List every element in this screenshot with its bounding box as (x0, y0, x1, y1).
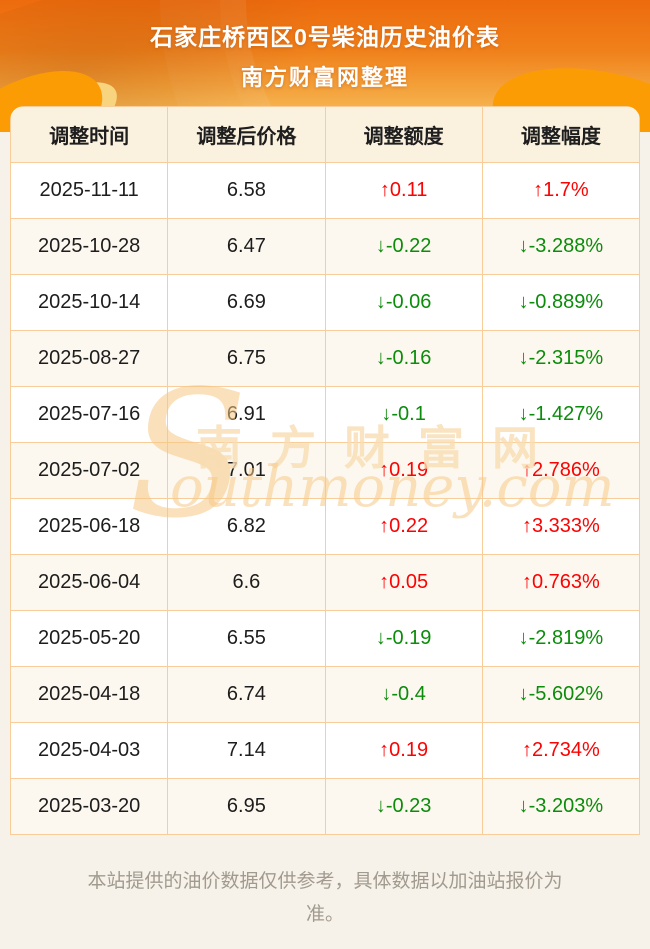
cell-price: 6.75 (167, 330, 326, 387)
page-title: 石家庄桥西区0号柴油历史油价表 (150, 24, 500, 50)
cell-change-amount: ↓-0.22 (324, 218, 483, 275)
cell-date: 2025-07-16 (10, 386, 169, 443)
column-header-2: 调整额度 (324, 106, 483, 163)
column-header-1: 调整后价格 (167, 106, 326, 163)
cell-date: 2025-06-04 (10, 554, 169, 611)
table-row: 2025-03-20 6.95 ↓-0.23 ↓-3.203% (10, 778, 640, 835)
table-row: 2025-06-18 6.82 ↑0.22 ↑3.333% (10, 498, 640, 555)
cell-change-amount: ↓-0.06 (324, 274, 483, 331)
table-header-row: 调整时间 调整后价格 调整额度 调整幅度 (10, 106, 640, 163)
cell-date: 2025-07-02 (10, 442, 169, 499)
table-row: 2025-10-28 6.47 ↓-0.22 ↓-3.288% (10, 218, 640, 275)
price-table: 调整时间 调整后价格 调整额度 调整幅度 2025-11-11 6.58 ↑0.11 ↑1.… (10, 106, 640, 835)
cell-date: 2025-10-14 (10, 274, 169, 331)
cell-change-rate: ↓-3.288% (481, 218, 640, 275)
cell-change-amount: ↑0.11 (324, 162, 483, 219)
cell-change-amount: ↑0.19 (324, 722, 483, 779)
cell-change-amount: ↓-0.19 (324, 610, 483, 667)
cell-date: 2025-04-18 (10, 666, 169, 723)
cell-price: 6.47 (167, 218, 326, 275)
table-row: 2025-04-18 6.74 ↓-0.4 ↓-5.602% (10, 666, 640, 723)
table-row: 2025-10-14 6.69 ↓-0.06 ↓-0.889% (10, 274, 640, 331)
price-history-table: 调整时间 调整后价格 调整额度 调整幅度 2025-11-11 6.58 ↑0.11 ↑1.… (10, 106, 640, 835)
cell-price: 7.01 (167, 442, 326, 499)
cell-price: 6.69 (167, 274, 326, 331)
column-header-0: 调整时间 (10, 106, 169, 163)
cell-change-rate: ↑2.786% (481, 442, 640, 499)
cell-change-rate: ↑3.333% (481, 498, 640, 555)
table-row: 2025-08-27 6.75 ↓-0.16 ↓-2.315% (10, 330, 640, 387)
cell-change-amount: ↑0.19 (324, 442, 483, 499)
cell-price: 6.6 (167, 554, 326, 611)
column-header-3: 调整幅度 (481, 106, 640, 163)
cell-change-rate: ↑2.734% (481, 722, 640, 779)
cell-change-rate: ↓-1.427% (481, 386, 640, 443)
cell-change-rate: ↓-5.602% (481, 666, 640, 723)
cell-change-rate: ↓-0.889% (481, 274, 640, 331)
cell-date: 2025-08-27 (10, 330, 169, 387)
cell-change-rate: ↑1.7% (481, 162, 640, 219)
cell-date: 2025-03-20 (10, 778, 169, 835)
cell-change-amount: ↑0.05 (324, 554, 483, 611)
cell-change-amount: ↓-0.16 (324, 330, 483, 387)
cell-price: 6.82 (167, 498, 326, 555)
cell-price: 6.58 (167, 162, 326, 219)
cell-price: 6.55 (167, 610, 326, 667)
cell-price: 7.14 (167, 722, 326, 779)
cell-change-amount: ↓-0.4 (324, 666, 483, 723)
table-row: 2025-04-03 7.14 ↑0.19 ↑2.734% (10, 722, 640, 779)
table-row: 2025-06-04 6.6 ↑0.05 ↑0.763% (10, 554, 640, 611)
page-subtitle: 南方财富网整理 (240, 65, 409, 90)
cell-price: 6.74 (167, 666, 326, 723)
cell-price: 6.91 (167, 386, 326, 443)
cell-change-rate: ↑0.763% (481, 554, 640, 611)
cell-date: 2025-05-20 (10, 610, 169, 667)
table-row: 2025-07-16 6.91 ↓-0.1 ↓-1.427% (10, 386, 640, 443)
cell-change-rate: ↓-3.203% (481, 778, 640, 835)
cell-price: 6.95 (167, 778, 326, 835)
cell-date: 2025-10-28 (10, 218, 169, 275)
cell-change-amount: ↑0.22 (324, 498, 483, 555)
table-row: 2025-05-20 6.55 ↓-0.19 ↓-2.819% (10, 610, 640, 667)
cell-date: 2025-11-11 (10, 162, 169, 219)
cell-change-rate: ↓-2.819% (481, 610, 640, 667)
cell-change-rate: ↓-2.315% (481, 330, 640, 387)
cell-date: 2025-06-18 (10, 498, 169, 555)
cell-change-amount: ↓-0.23 (324, 778, 483, 835)
table-row: 2025-11-11 6.58 ↑0.11 ↑1.7% (10, 162, 640, 219)
disclaimer-text: 本站提供的油价数据仅供参考，具体数据以加油站报价为准。 (87, 871, 563, 926)
cell-change-amount: ↓-0.1 (324, 386, 483, 443)
cell-date: 2025-04-03 (10, 722, 169, 779)
table-row: 2025-07-02 7.01 ↑0.19 ↑2.786% (10, 442, 640, 499)
